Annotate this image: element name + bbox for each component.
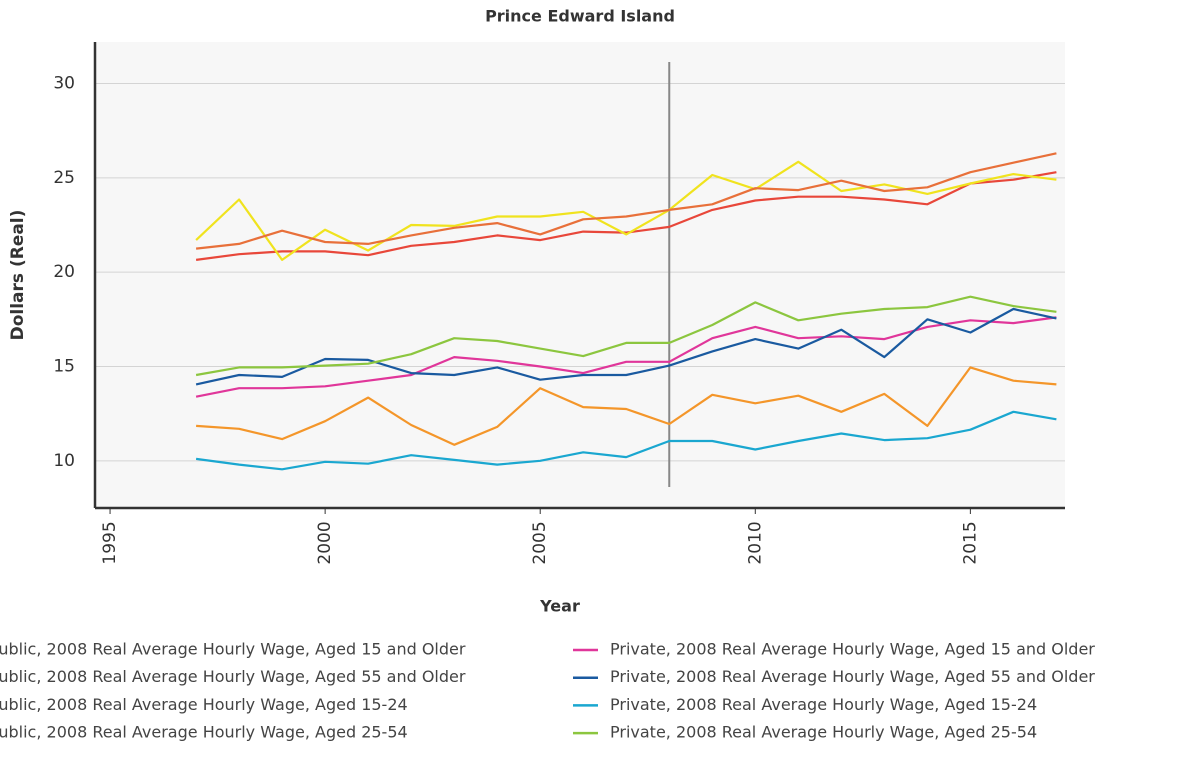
x-tick-label: 2010 bbox=[745, 521, 765, 564]
legend-label: Private, 2008 Real Average Hourly Wage, … bbox=[610, 640, 1095, 659]
series-line bbox=[196, 366, 1057, 446]
legend-label: Private, 2008 Real Average Hourly Wage, … bbox=[610, 667, 1095, 686]
series-line bbox=[195, 160, 1057, 261]
legend-label: Private, 2008 Real Average Hourly Wage, … bbox=[610, 695, 1037, 714]
y-tick-label: 30 bbox=[53, 74, 75, 94]
legend-label: Public, 2008 Real Average Hourly Wage, A… bbox=[0, 695, 408, 714]
series-line bbox=[195, 152, 1057, 250]
y-axis-label: Dollars (Real) bbox=[8, 210, 28, 341]
x-tick-label: 2005 bbox=[530, 521, 550, 564]
x-tick-label: 2015 bbox=[960, 521, 980, 564]
legend-label: Private, 2008 Real Average Hourly Wage, … bbox=[610, 723, 1037, 742]
y-tick-label: 20 bbox=[53, 262, 75, 282]
y-tick-label: 15 bbox=[53, 357, 75, 377]
series-line bbox=[195, 295, 1057, 377]
series-line bbox=[195, 410, 1057, 471]
series-line bbox=[195, 171, 1057, 261]
x-tick-label: 1995 bbox=[100, 521, 120, 564]
y-tick-label: 25 bbox=[53, 168, 75, 188]
chart-title: Prince Edward Island bbox=[485, 7, 675, 26]
plot-area bbox=[95, 42, 1065, 508]
x-axis-label: Year bbox=[539, 597, 580, 616]
x-tick-label: 2000 bbox=[315, 521, 335, 564]
series-line bbox=[195, 307, 1057, 386]
legend-label: Public, 2008 Real Average Hourly Wage, A… bbox=[0, 667, 466, 686]
y-tick-label: 10 bbox=[53, 451, 75, 471]
legend-label: Public, 2008 Real Average Hourly Wage, A… bbox=[0, 640, 466, 659]
legend-label: Public, 2008 Real Average Hourly Wage, A… bbox=[0, 723, 408, 742]
